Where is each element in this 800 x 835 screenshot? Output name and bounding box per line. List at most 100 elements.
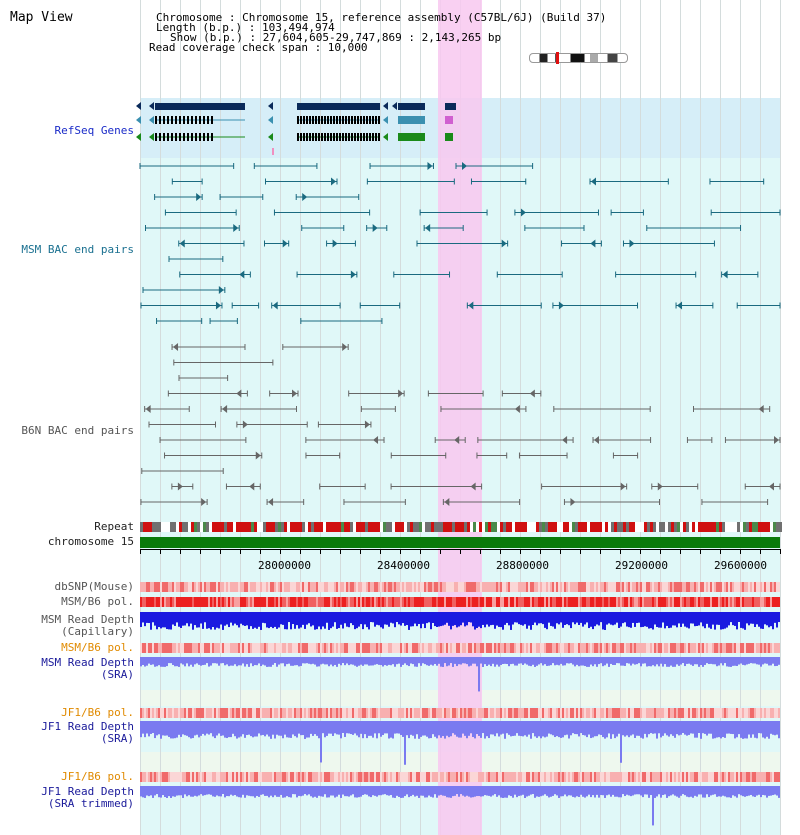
jf1-trimmed-depth-bar	[326, 786, 328, 798]
msm-sra-depth-bar	[394, 657, 396, 667]
msm-capillary-depth-bar	[308, 612, 310, 624]
repeat-segment	[683, 522, 686, 532]
jf1-b6-pol-2-heat-cell	[716, 772, 718, 782]
jf1-trimmed-depth-bar	[238, 786, 240, 798]
msm-capillary-depth-bar	[370, 612, 372, 623]
msm-sra-depth-bar	[538, 657, 540, 665]
dbsnp-heat-cell	[156, 582, 158, 592]
msm-b6-pol-heat-cell	[418, 597, 420, 607]
msm-capillary-depth-bar	[336, 612, 338, 629]
msm-sra-depth-bar	[630, 657, 632, 666]
msm-b6-pol-heat-cell	[326, 597, 328, 607]
jf1-b6-pol-2-heat-cell	[276, 772, 278, 782]
msm-capillary-depth-bar	[440, 612, 442, 627]
refseq-exon	[155, 133, 157, 141]
jf1-sra-depth-bar	[352, 721, 354, 735]
jf1-b6-pol-heat-cell	[488, 708, 490, 718]
jf1-trimmed-depth-bar	[574, 786, 576, 798]
bac-end-arrow	[461, 162, 467, 170]
jf1-trimmed-depth-bar	[210, 786, 212, 795]
jf1-b6-pol-heat-cell	[514, 708, 516, 718]
msm-b6-pol-2-heat-cell	[442, 643, 444, 653]
jf1-b6-pol-2-heat-cell	[344, 772, 346, 782]
msm-b6-pol-2-heat-cell	[322, 643, 324, 653]
repeat-segment	[509, 522, 512, 532]
msm-b6-pol-heat-cell	[386, 597, 388, 607]
msm-capillary-depth-bar	[300, 612, 302, 628]
msm-capillary-depth-bar	[690, 612, 692, 624]
jf1-b6-pol-2-heat-cell	[708, 772, 710, 782]
msm-capillary-depth-bar	[148, 612, 150, 624]
jf1-b6-pol-heat-cell	[484, 708, 486, 718]
repeat-segment	[569, 522, 572, 532]
dbsnp-heat-cell	[200, 582, 202, 592]
repeat-segment	[422, 522, 425, 532]
dbsnp-heat-cell	[152, 582, 154, 592]
jf1-trimmed-depth-bar	[350, 786, 352, 796]
msm-sra-depth-bar	[416, 657, 418, 667]
refseq-exon	[354, 133, 356, 141]
jf1-b6-pol-heat-cell	[190, 708, 192, 718]
dbsnp-heat-cell	[392, 582, 394, 592]
msm-capillary-depth-bar	[694, 612, 696, 627]
chromosome-ideogram[interactable]	[529, 52, 628, 64]
msm-b6-pol-heat-cell	[488, 597, 490, 607]
msm-capillary-depth-bar	[680, 612, 682, 627]
jf1-b6-pol-2-heat-cell	[206, 772, 208, 782]
jf1-b6-pol-2-heat-cell	[710, 772, 712, 782]
refseq-exon	[327, 116, 329, 124]
msm-sra-depth-bar	[624, 657, 626, 666]
jf1-b6-pol-2-heat-cell	[650, 772, 652, 782]
msm-b6-pol-2-heat-cell	[752, 643, 754, 653]
msm-b6-pol-2-heat-cell	[420, 643, 422, 653]
jf1-b6-pol-2-heat-cell	[644, 772, 646, 782]
msm-b6-pol-2-heat-cell	[196, 643, 198, 653]
msm-capillary-depth-bar	[318, 612, 320, 627]
jf1-b6-pol-2-heat-cell	[638, 772, 640, 782]
jf1-b6-pol-2-heat-cell	[204, 772, 206, 782]
msm-capillary-depth-bar	[730, 612, 732, 623]
jf1-b6-pol-heat-cell	[730, 708, 732, 718]
msm-b6-pol-heat-cell	[382, 597, 384, 607]
msm-capillary-depth-bar	[740, 612, 742, 628]
msm-capillary-depth-bar	[738, 612, 740, 623]
msm-b6-pol-2-heat-cell	[412, 643, 414, 653]
jf1-b6-pol-heat-cell	[586, 708, 588, 718]
jf1-b6-pol-2-heat-cell	[588, 772, 590, 782]
jf1-sra-depth-bar	[654, 721, 656, 734]
msm-b6-pol-2-heat-cell	[698, 643, 700, 653]
msm-sra-depth-bar	[648, 657, 650, 667]
msm-sra-depth-bar	[274, 657, 276, 664]
dbsnp-heat-cell	[450, 582, 452, 592]
dbsnp-heat-cell	[194, 582, 196, 592]
msm-capillary-depth-bar	[502, 612, 504, 630]
dbsnp-heat-cell	[626, 582, 628, 592]
jf1-b6-pol-heat-cell	[702, 708, 704, 718]
msm-b6-pol-2-heat-cell	[686, 643, 688, 653]
msm-b6-pol-heat-cell	[150, 597, 152, 607]
jf1-b6-pol-2-heat-cell	[738, 772, 740, 782]
dbsnp-heat-cell	[430, 582, 432, 592]
msm-capillary-depth-bar	[338, 612, 340, 629]
jf1-b6-pol-2-heat-cell	[636, 772, 638, 782]
dbsnp-heat-cell	[588, 582, 590, 592]
dbsnp-heat-cell	[718, 582, 720, 592]
msm-capillary-depth-bar	[404, 612, 406, 626]
dbsnp-heat-cell	[522, 582, 524, 592]
repeat-segment	[566, 522, 569, 532]
jf1-b6-pol-heat-cell	[552, 708, 554, 718]
jf1-sra-depth-bar	[390, 721, 392, 738]
msm-sra-depth-bar	[770, 657, 772, 666]
msm-capillary-depth-bar	[156, 612, 158, 630]
msm-b6-pol-2-heat-cell	[388, 643, 390, 653]
msm-b6-pol-heat-cell	[470, 597, 472, 607]
msm-capillary-depth-bar	[510, 612, 512, 630]
jf1-b6-pol-heat-cell	[758, 708, 760, 718]
repeat-segment	[614, 522, 617, 532]
msm-capillary-depth-bar	[634, 612, 636, 627]
dbsnp-heat-cell	[508, 582, 510, 592]
msm-b6-pol-2-heat-cell	[594, 643, 596, 653]
dbsnp-heat-cell	[384, 582, 386, 592]
jf1-sra-depth-bar	[216, 721, 218, 736]
